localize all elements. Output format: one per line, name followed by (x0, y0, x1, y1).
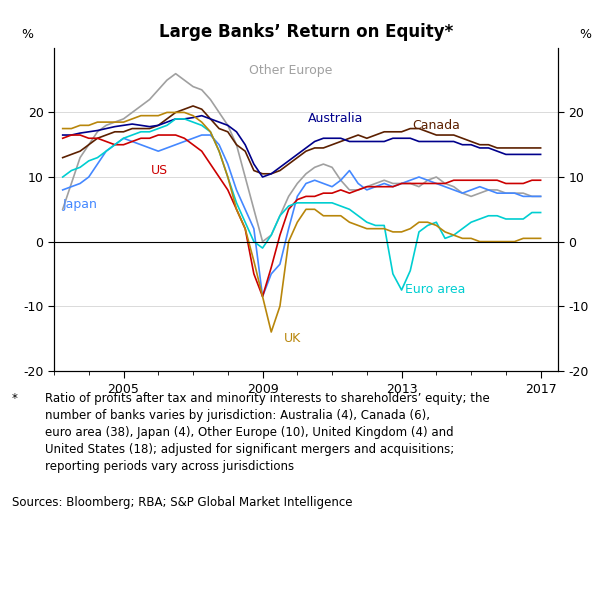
Text: Euro area: Euro area (405, 283, 466, 296)
Text: UK: UK (283, 332, 301, 344)
Text: Sources: Bloomberg; RBA; S&P Global Market Intelligence: Sources: Bloomberg; RBA; S&P Global Mark… (12, 496, 353, 509)
Text: Other Europe: Other Europe (248, 63, 332, 77)
Text: Ratio of profits after tax and minority interests to shareholders’ equity; the
n: Ratio of profits after tax and minority … (45, 392, 490, 472)
Text: US: US (151, 164, 169, 177)
Text: Japan: Japan (62, 198, 98, 211)
Text: *: * (12, 392, 18, 405)
Text: Canada: Canada (412, 118, 460, 132)
Title: Large Banks’ Return on Equity*: Large Banks’ Return on Equity* (159, 23, 453, 41)
Text: Australia: Australia (308, 112, 363, 125)
Text: %: % (579, 28, 591, 41)
Text: %: % (21, 28, 33, 41)
